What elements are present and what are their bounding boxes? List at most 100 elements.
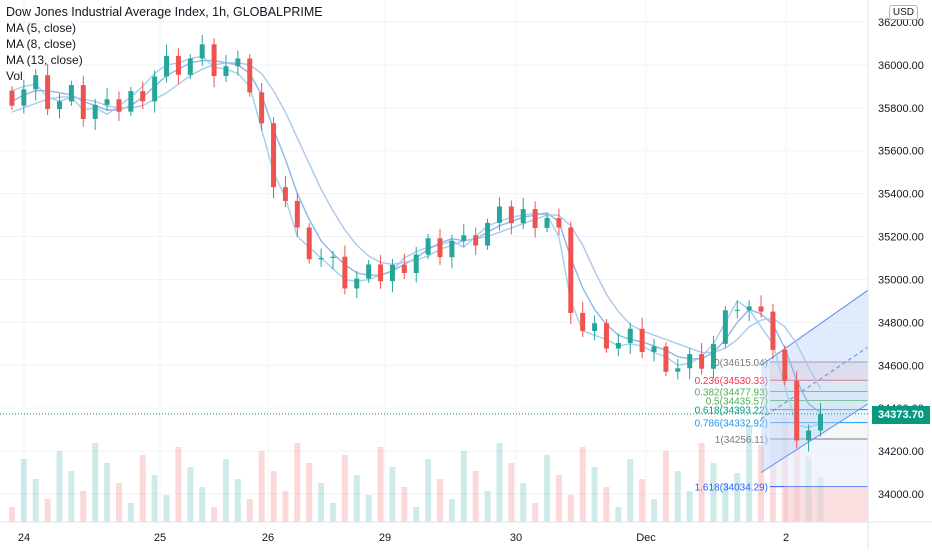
candle-body [425,238,431,255]
candle-body [758,306,764,312]
currency-badge[interactable]: USD [888,5,918,20]
volume-bar [710,463,717,522]
volume-bar [769,465,776,522]
volume-bar [674,471,681,522]
candle-body [116,99,122,112]
candle-body [806,430,812,441]
fib-level-label: 0.618(34393.22) [695,406,768,417]
fib-level-label: 1.618(34034.29) [695,483,768,494]
ma-line-13 [11,62,822,390]
candle-body [247,58,253,93]
volume-bar [211,507,218,522]
candle-body [68,85,74,102]
candle-body [57,101,63,110]
volume-bar [115,483,122,522]
fib-zone [770,400,868,410]
candle-body [794,380,800,441]
volume-bar [591,467,598,522]
volume-bar [151,475,158,522]
candle-body [710,343,716,369]
candle-body [294,200,300,228]
fib-zone [770,391,868,401]
candle-body [627,328,633,343]
candle-body [568,227,574,313]
volume-bar [567,495,574,522]
volume-bar [175,447,182,522]
legend-ma8[interactable]: MA (8, close) [6,37,77,51]
volume-bar [544,455,551,522]
volume-bar [318,483,325,522]
channel-mid-line [760,346,869,420]
volume-bar [698,443,705,522]
candle-body [45,75,51,110]
volume-bar [294,443,301,522]
legend-ma13[interactable]: MA (13, close) [6,53,83,67]
volume-bar [472,471,479,522]
candle-body [663,346,669,372]
x-tick-label: 29 [379,532,391,544]
candle-body [306,227,312,260]
volume-bar [579,447,586,522]
volume-bar [603,487,610,522]
fib-level-label: 0(34615.04) [714,358,768,369]
volume-bar [496,443,503,522]
candle-body [282,187,288,201]
volume-bar [92,443,99,522]
volume-bar [80,491,87,522]
volume-bar [199,487,206,522]
volume-bar [282,491,289,522]
candle-body [330,256,336,258]
volume-bar [377,447,384,522]
volume-bars [8,417,824,522]
candle-body [817,414,823,431]
legend-ma5[interactable]: MA (5, close) [6,21,77,35]
channel-upper-line [760,289,869,366]
volume-bar [32,479,39,522]
fib-level-label: 0.5(34435.57) [706,397,768,408]
volume-bar [56,451,63,522]
volume-bar [329,503,336,522]
candle-body [639,328,645,352]
volume-bar [104,463,111,522]
candle-body [80,85,86,119]
y-tick-label: 36000.00 [878,60,924,72]
volume-bar [448,499,455,522]
legend-vol[interactable]: Vol [6,69,23,83]
candle-body [140,91,146,102]
candle-body [746,306,752,310]
volume-bar [163,495,170,522]
fib-level-label: 0.382(34477.93) [695,387,768,398]
volume-bar [686,491,693,522]
y-tick-label: 34800.00 [878,317,924,329]
candle-body [401,264,407,274]
parallel-channel[interactable] [760,289,869,473]
grid-lines [0,0,868,522]
x-tick-label: 2 [783,532,789,544]
candle-body [675,368,681,372]
volume-bar [365,495,372,522]
volume-bar [627,459,634,522]
candle-body [699,354,705,369]
volume-bar [353,475,360,522]
volume-bar [758,445,765,522]
channel-lower-line [760,403,869,473]
volume-bar [662,451,669,522]
candle-body [782,349,788,381]
chart-title[interactable]: Dow Jones Industrial Average Index, 1h, … [6,5,323,19]
candle-body [651,346,657,352]
chart-legend: Dow Jones Industrial Average Index, 1h, … [6,4,323,84]
candle-body [461,235,467,241]
candle-body [21,89,27,106]
candle-body [223,66,229,77]
candle-body [520,209,526,224]
candle-body [389,264,395,282]
volume-bar [437,479,443,522]
candle-body [532,209,538,228]
candle-body [770,311,776,350]
candle-body [104,99,110,105]
volume-bar [555,475,562,522]
volume-bar [44,499,51,522]
candle-body [496,206,502,223]
